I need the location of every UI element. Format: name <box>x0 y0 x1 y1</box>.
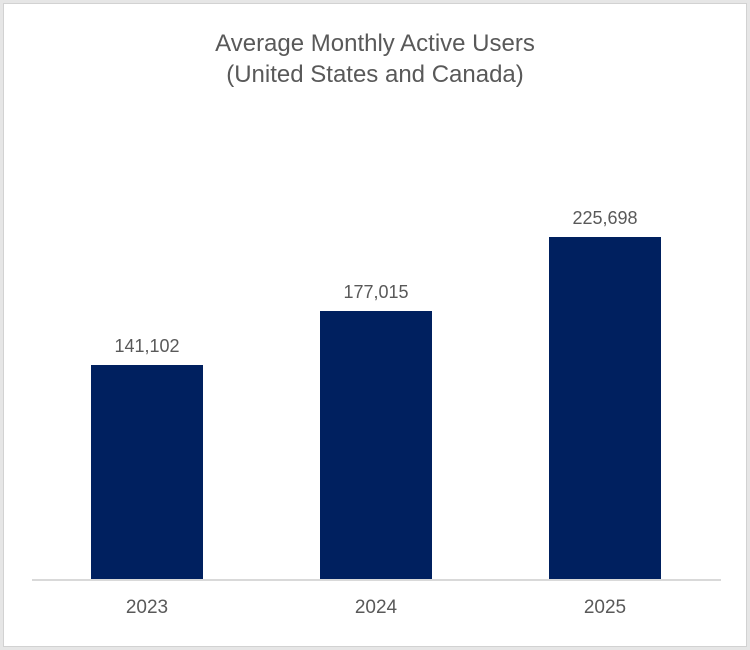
x-axis-label-2024: 2024 <box>354 597 398 618</box>
x-axis-line <box>32 579 721 581</box>
chart-title-line2: (United States and Canada) <box>226 61 524 88</box>
plot-area: 141,102 177,015 225,698 <box>4 4 746 579</box>
bar-2024 <box>320 311 432 579</box>
bar-2023 <box>91 365 203 579</box>
x-axis-label-2025: 2025 <box>583 597 627 618</box>
data-label-2023: 141,102 <box>114 336 180 356</box>
bar-group-2023: 141,102 <box>91 335 203 579</box>
bar-group-2025: 225,698 <box>549 207 661 579</box>
chart-canvas: Average Monthly Active Users (United Sta… <box>4 4 746 646</box>
data-label-2024: 177,015 <box>343 282 409 302</box>
bar-2025 <box>549 237 661 579</box>
bar-group-2024: 177,015 <box>320 281 432 579</box>
chart-title-line1: Average Monthly Active Users <box>215 30 535 57</box>
chart-title: Average Monthly Active Users (United Sta… <box>4 28 746 90</box>
data-label-2025: 225,698 <box>572 208 638 228</box>
x-axis-label-2023: 2023 <box>125 597 169 618</box>
